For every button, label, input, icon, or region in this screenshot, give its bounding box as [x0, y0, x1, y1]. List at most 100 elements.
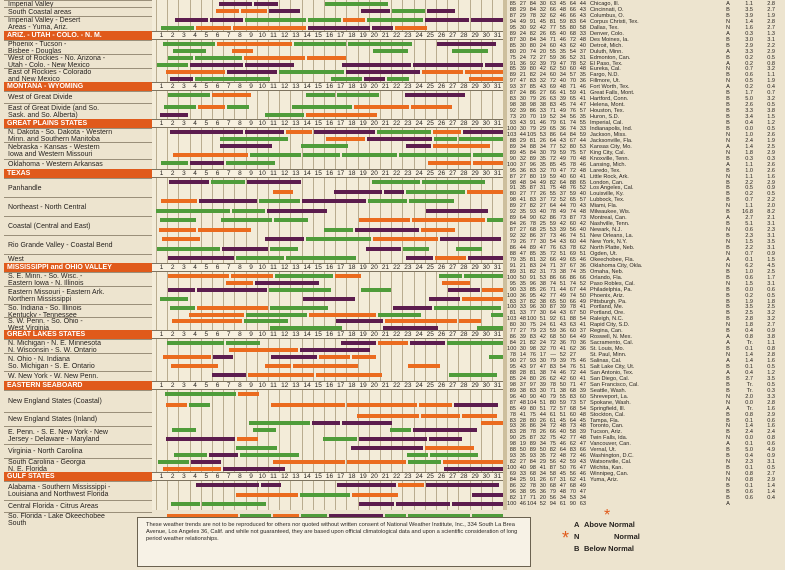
- temp-cell: 20: [519, 48, 526, 55]
- temp-cell: 39: [519, 66, 526, 73]
- temp-cell: 51: [539, 405, 546, 412]
- temp-cell: 34: [579, 494, 586, 501]
- temp-cell: 55: [549, 48, 556, 55]
- trend-bar: [162, 355, 211, 359]
- temp-cell: 80: [509, 48, 516, 55]
- day-number: 23: [404, 473, 412, 480]
- temp-cell: 30: [539, 310, 546, 317]
- table-row: 84 25 91 26 67 31 62 41 Yuma, Ariz. N 0.8 2.9: [507, 477, 785, 484]
- day-number: 23: [404, 170, 412, 177]
- temp-cell: 46: [579, 471, 586, 478]
- trend-bar: [267, 208, 327, 213]
- trend-bar: [300, 514, 327, 518]
- trend-bar: [230, 274, 273, 278]
- temp-cell: 81: [549, 18, 556, 25]
- day-number: 7: [226, 170, 231, 177]
- region-label-line: N. Dakota - So. Dakota - Western: [8, 129, 113, 136]
- day-number: 3: [182, 473, 186, 480]
- temp-cell: 100: [507, 304, 517, 311]
- day-number: 29: [471, 382, 479, 389]
- day-number: 5: [204, 382, 209, 389]
- star-mark: *: [604, 507, 611, 524]
- table-row: 86 32 78 30 68 47 68 49 B 0.1 1.4: [507, 483, 785, 490]
- temp-cell: 73: [579, 215, 586, 222]
- temp-cell: 30: [539, 358, 546, 364]
- trend-bar: [439, 237, 501, 241]
- temp-cell: 40: [579, 42, 586, 49]
- table-row: 89 21 82 24 60 34 57 35 Fargo, N.D. B 0.6 1.1: [507, 72, 785, 79]
- normal-precip-cell: 0.5: [767, 125, 775, 132]
- city-name: Raleigh, N.C.: [590, 316, 624, 323]
- temp-cell: 41: [579, 375, 586, 382]
- trend-bar: [346, 403, 417, 407]
- day-number: 10: [258, 473, 266, 480]
- normal-precip-cell: 0.9: [767, 328, 775, 335]
- temp-cell: 25: [539, 227, 546, 234]
- temp-cell: 26: [519, 239, 526, 245]
- region-label-line: Northeast - North Central: [8, 204, 87, 211]
- day-number: 6: [215, 170, 220, 177]
- temp-cell: 98: [509, 102, 516, 109]
- precip-cell: 5.0: [745, 96, 753, 103]
- temp-cell: 57: [569, 72, 576, 79]
- city-name: Kansas City, Mo.: [590, 143, 632, 150]
- temp-cell: 71: [529, 494, 536, 501]
- temp-cell: 58: [569, 429, 576, 436]
- precip-cell: 0.4: [745, 453, 753, 460]
- day-number: 10: [258, 32, 266, 39]
- day-gridline: [234, 0, 236, 510]
- temp-cell: 53: [539, 131, 546, 138]
- day-number: 11: [270, 120, 277, 127]
- weather-trend-chart: 1 2 3 4 5 6 7 8 9 10 11 12 13 14 15 16 17 18 19 20 21 22 23 24 2…: [152, 0, 505, 525]
- day-number: 13: [292, 473, 300, 480]
- trend-bar: [188, 312, 245, 317]
- precip-cell: 3.5: [745, 304, 753, 311]
- trend-bar: [420, 414, 461, 418]
- city-name: North Platte, Neb.: [590, 244, 635, 251]
- day-number: 29: [471, 473, 479, 480]
- temp-cell: 38: [539, 369, 546, 376]
- region-label-line: Phoenix - Tucson -: [8, 41, 67, 48]
- temp-cell: 44: [579, 369, 586, 376]
- normal-precip-cell: 2.5: [767, 268, 775, 275]
- table-row: 90 27 93 30 79 39 75 46 Salinas, Cal. A 1.4 1.6: [507, 358, 785, 365]
- city-name: Dallas, Tex.: [590, 24, 619, 31]
- trend-bar: [245, 130, 284, 134]
- region-group-header: GREAT PLAINS STATES: [4, 119, 152, 128]
- temp-cell: 45: [539, 18, 546, 25]
- precip-cell: 2.2: [745, 244, 753, 251]
- trend-bar: [212, 373, 247, 377]
- day-number: 1: [159, 83, 164, 90]
- day-number: 5: [204, 473, 209, 480]
- normal-precip-cell: 2.6: [767, 167, 775, 174]
- city-name: Salinas, Cal.: [590, 358, 622, 364]
- precip-cell: 1.9: [745, 298, 753, 305]
- temp-cell: 74: [569, 209, 576, 216]
- trend-bar: [354, 105, 409, 109]
- temp-cell: 35: [519, 256, 526, 263]
- temp-cell: 80: [529, 417, 536, 424]
- normal-precip-cell: 2.7: [767, 6, 775, 13]
- city-name: Eureka, Cal.: [590, 66, 621, 73]
- region-label-line: Panhandle: [8, 185, 42, 192]
- trend-code: B: [726, 268, 730, 275]
- day-number: 22: [393, 170, 401, 177]
- temp-cell: 72: [529, 54, 536, 61]
- temp-cell: 32: [539, 167, 546, 174]
- trend-bar: [167, 93, 210, 97]
- city-name: Stockton, Cal.: [590, 411, 625, 418]
- temp-cell: 20: [519, 114, 526, 121]
- temp-cell: 79: [549, 488, 556, 495]
- trend-bar: [341, 341, 377, 345]
- trend-bar: [164, 105, 197, 109]
- temp-cell: 50: [559, 334, 566, 341]
- trend-bar: [235, 492, 299, 497]
- temp-cell: 65: [569, 197, 576, 204]
- temp-cell: 36: [579, 78, 586, 85]
- temp-cell: 32: [519, 155, 526, 162]
- temp-cell: 90: [509, 435, 516, 442]
- temp-cell: 56: [569, 471, 576, 478]
- city-name: Laredo, Tex.: [590, 167, 621, 174]
- temp-cell: 42: [559, 459, 566, 466]
- trend-bar: [412, 428, 477, 432]
